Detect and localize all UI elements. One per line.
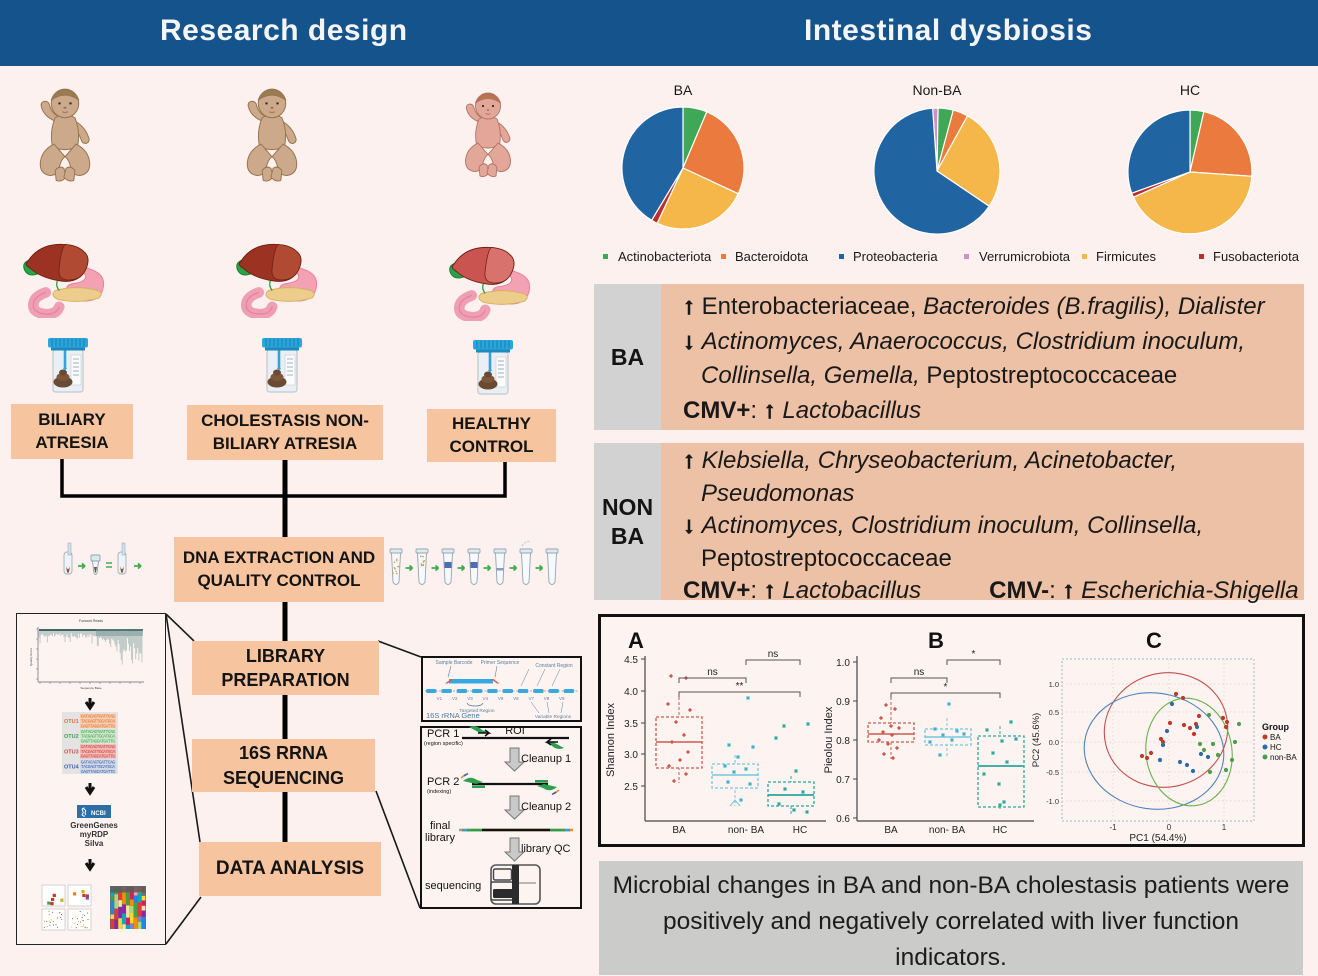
svg-text:Group: Group	[1262, 722, 1289, 732]
svg-text:HC: HC	[793, 825, 807, 836]
svg-text:V5: V5	[498, 696, 504, 701]
svg-text:GAGTTAGCATGATTG: GAGTTAGCATGATTG	[81, 770, 115, 775]
svg-text:GATACAGTGATTCAG: GATACAGTGATTCAG	[81, 730, 115, 735]
svg-text:Sequence Base: Sequence Base	[80, 686, 102, 690]
svg-text:V8: V8	[544, 696, 550, 701]
svg-text:OTU4: OTU4	[64, 765, 80, 771]
svg-text:3.0: 3.0	[624, 750, 638, 761]
svg-text:GATACAGTGATTCAG: GATACAGTGATTCAG	[81, 715, 115, 720]
svg-text:ROI: ROI	[505, 726, 525, 737]
svg-text:**: **	[736, 681, 744, 692]
svg-text:sequencing: sequencing	[425, 880, 481, 892]
svg-text:OTU1: OTU1	[64, 719, 79, 725]
svg-text:0.9: 0.9	[836, 697, 850, 708]
svg-text:GAGTTAGCATGATTG: GAGTTAGCATGATTG	[81, 755, 115, 760]
svg-text:GATACAGTGATTCAG: GATACAGTGATTCAG	[81, 745, 115, 750]
svg-text:4.5: 4.5	[624, 655, 638, 666]
svg-text:3.5: 3.5	[624, 719, 638, 730]
svg-text:0.7: 0.7	[836, 775, 850, 786]
svg-text:Primer Sequence: Primer Sequence	[481, 660, 520, 666]
svg-text:Constant Region: Constant Region	[535, 663, 572, 669]
svg-text:Variable Regions: Variable Regions	[535, 714, 572, 720]
svg-text:Silva: Silva	[85, 839, 104, 848]
svg-text:TACGAGTTGCATGCA: TACGAGTTGCATGCA	[81, 750, 115, 755]
svg-text:GATACAGTGATTCAG: GATACAGTGATTCAG	[81, 760, 115, 765]
svg-text:PC1 (54.4%): PC1 (54.4%)	[1129, 833, 1186, 844]
svg-text:final: final	[430, 820, 450, 832]
svg-text:2.5: 2.5	[624, 782, 638, 793]
svg-text:Quality Score: Quality Score	[29, 648, 33, 666]
svg-text:myRDP: myRDP	[80, 830, 109, 839]
svg-text:non- BA: non- BA	[728, 825, 764, 836]
svg-text:PC2 (45.6%): PC2 (45.6%)	[1031, 713, 1042, 767]
svg-text:(indexing): (indexing)	[427, 789, 451, 795]
svg-text:TACGAGTTGCATGCA: TACGAGTTGCATGCA	[81, 765, 115, 770]
svg-text:Pieolou Index: Pieolou Index	[823, 706, 835, 773]
svg-text:1: 1	[1222, 823, 1227, 832]
svg-text:1.0: 1.0	[836, 658, 850, 669]
svg-text:-1.0: -1.0	[1046, 797, 1059, 806]
svg-text:Forward Reads: Forward Reads	[79, 619, 103, 623]
svg-text:0.8: 0.8	[836, 736, 850, 747]
svg-text:V6: V6	[513, 696, 519, 701]
svg-text:BA: BA	[1270, 733, 1281, 742]
svg-text:V3: V3	[467, 696, 473, 701]
svg-text:V1: V1	[437, 696, 443, 701]
svg-text:GreenGenes: GreenGenes	[70, 821, 118, 830]
svg-text:library QC: library QC	[521, 843, 571, 855]
svg-text:1.0: 1.0	[1049, 680, 1059, 689]
svg-text:Targeted Region: Targeted Region	[459, 708, 495, 714]
svg-text:PCR 2: PCR 2	[427, 776, 459, 788]
svg-text:0.6: 0.6	[836, 814, 850, 825]
svg-text:PCR 1: PCR 1	[427, 728, 459, 740]
svg-text:TACGAGTTGCATGCA: TACGAGTTGCATGCA	[81, 735, 115, 740]
svg-text:GAGTTAGCATGATTG: GAGTTAGCATGATTG	[81, 740, 115, 745]
svg-text:non-BA: non-BA	[1270, 753, 1297, 762]
svg-text:OTU2: OTU2	[64, 734, 79, 740]
svg-text:*: *	[972, 649, 976, 660]
svg-text:-1: -1	[1109, 823, 1117, 832]
svg-text:4.0: 4.0	[624, 687, 638, 698]
svg-text:NCBI: NCBI	[91, 811, 106, 817]
svg-text:V7: V7	[528, 696, 534, 701]
svg-text:HC: HC	[993, 825, 1007, 836]
svg-text:BA: BA	[884, 825, 898, 836]
svg-text:*: *	[944, 682, 948, 693]
svg-text:Cleanup 2: Cleanup 2	[521, 801, 571, 813]
svg-text:Cleanup 1: Cleanup 1	[521, 753, 571, 765]
svg-text:V4: V4	[483, 696, 489, 701]
svg-text:0.0: 0.0	[1049, 738, 1059, 747]
svg-text:TACGAGTTGCATGCA: TACGAGTTGCATGCA	[81, 720, 115, 725]
svg-text:GAGTTAGCATGATTG: GAGTTAGCATGATTG	[81, 724, 115, 729]
svg-text:16S rRNA Gene: 16S rRNA Gene	[426, 711, 480, 720]
svg-text:Sample Barcode: Sample Barcode	[436, 660, 473, 666]
svg-text:BA: BA	[672, 825, 686, 836]
svg-text:V9: V9	[559, 696, 565, 701]
svg-text:non- BA: non- BA	[929, 825, 965, 836]
svg-text:Shannon Index: Shannon Index	[605, 702, 617, 777]
svg-text:0: 0	[1167, 823, 1172, 832]
svg-text:0.5: 0.5	[1049, 708, 1059, 717]
svg-text:ns: ns	[914, 667, 925, 678]
svg-text:HC: HC	[1270, 743, 1282, 752]
svg-text:V2: V2	[452, 696, 458, 701]
svg-text:B: B	[928, 628, 944, 653]
svg-text:OTU3: OTU3	[64, 749, 79, 755]
svg-text:ns: ns	[707, 667, 718, 678]
svg-text:(region specific): (region specific)	[424, 741, 463, 747]
svg-text:library: library	[425, 832, 455, 844]
svg-text:-0.5: -0.5	[1046, 768, 1059, 777]
svg-text:ns: ns	[768, 649, 779, 660]
svg-text:C: C	[1146, 628, 1162, 653]
svg-text:A: A	[628, 628, 644, 653]
